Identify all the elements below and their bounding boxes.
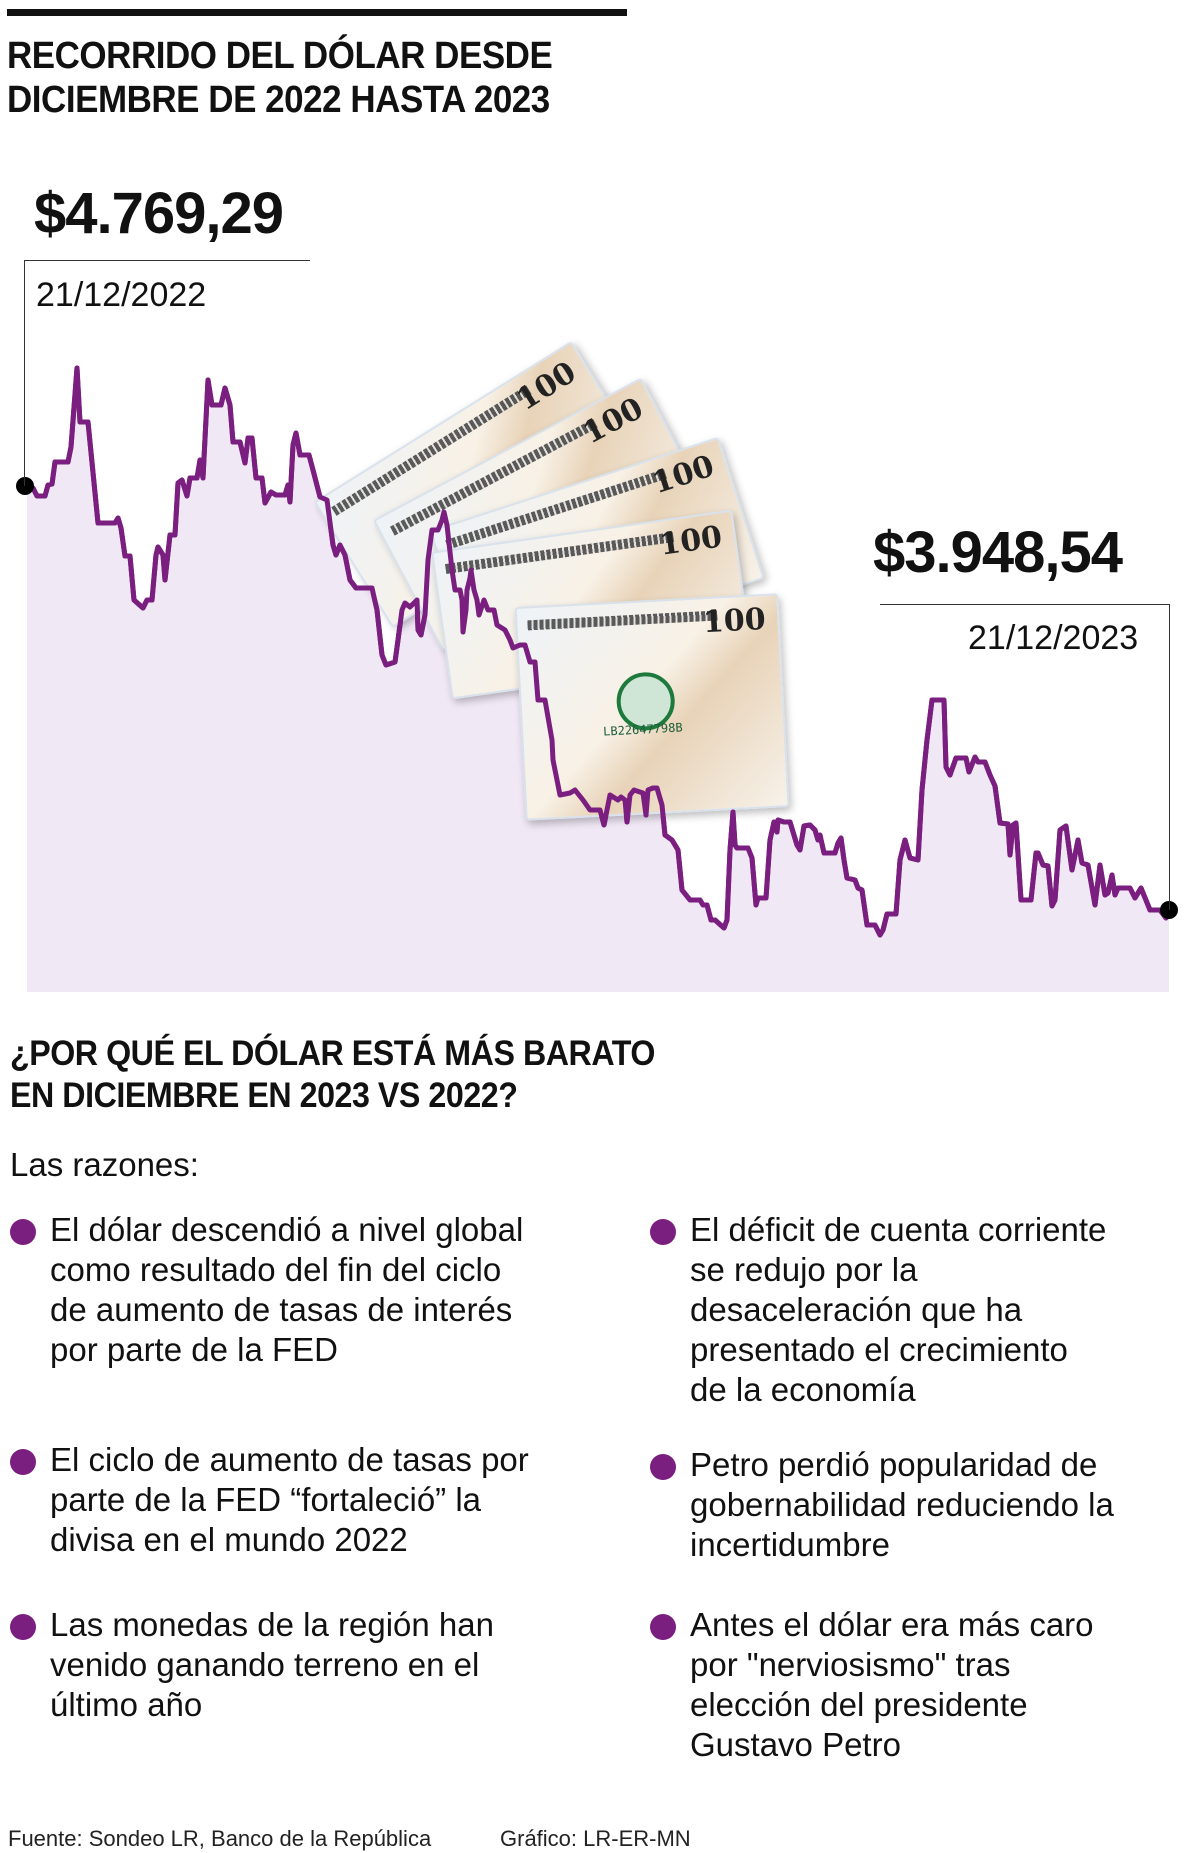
section-title-line-2: EN DICIEMBRE EN 2023 VS 2022? [10,1076,518,1115]
source-credit: Fuente: Sondeo LR, Banco de la República [8,1826,432,1851]
banknote-denomination: 100 [657,519,725,563]
end-leader-horizontal [880,604,1169,605]
banknote-5: 100 LB22647798B [514,593,790,821]
end-date-label: 21/12/2023 [968,619,1139,657]
reason-item: El dólar descendió a nivel global como r… [10,1210,530,1370]
bullet-icon [650,1614,676,1640]
reason-item: El déficit de cuenta corriente se redujo… [650,1210,1170,1410]
end-value-label: $3.948,54 [873,520,1123,585]
chart-title-line-2: DICIEMBRE DE 2022 HASTA 2023 [7,79,550,121]
bullet-icon [650,1219,676,1245]
bullet-icon [10,1449,36,1475]
chart-title: RECORRIDO DEL DÓLAR DESDE DICIEMBRE DE 2… [7,34,553,122]
reasons-subhead: Las razones: [10,1146,199,1183]
banknote-denomination: 100 [648,448,719,502]
banknote-denomination: 100 [702,601,767,641]
section-title-line-1: ¿POR QUÉ EL DÓLAR ESTÁ MÁS BARATO [10,1034,655,1073]
bullet-icon [10,1614,36,1640]
banknote-denomination: 100 [510,354,583,418]
start-value-label: $4.769,29 [34,181,284,246]
reason-item: El ciclo de aumento de tasas por parte d… [10,1440,530,1560]
reason-item: Antes el dólar era más caro por "nervios… [650,1605,1170,1765]
reason-item: Las monedas de la región han venido gana… [10,1605,530,1725]
banknote-serial: LB22647798B [602,720,683,739]
start-leader-vertical [24,260,25,486]
banknotes-illustration: 100 100 100 100 100 LB22647798B [313,310,820,850]
start-leader-horizontal [24,260,310,261]
chart-title-line-1: RECORRIDO DEL DÓLAR DESDE [7,35,553,77]
bullet-icon [10,1219,36,1245]
reason-item: Petro perdió popularidad de gobernabilid… [650,1445,1170,1565]
graphic-credit: Gráfico: LR-ER-MN [500,1826,691,1851]
start-date-label: 21/12/2022 [36,276,207,314]
section-title: ¿POR QUÉ EL DÓLAR ESTÁ MÁS BARATO EN DIC… [10,1033,655,1117]
bullet-icon [650,1454,676,1480]
top-rule [7,9,627,16]
end-leader-vertical [1169,604,1170,910]
